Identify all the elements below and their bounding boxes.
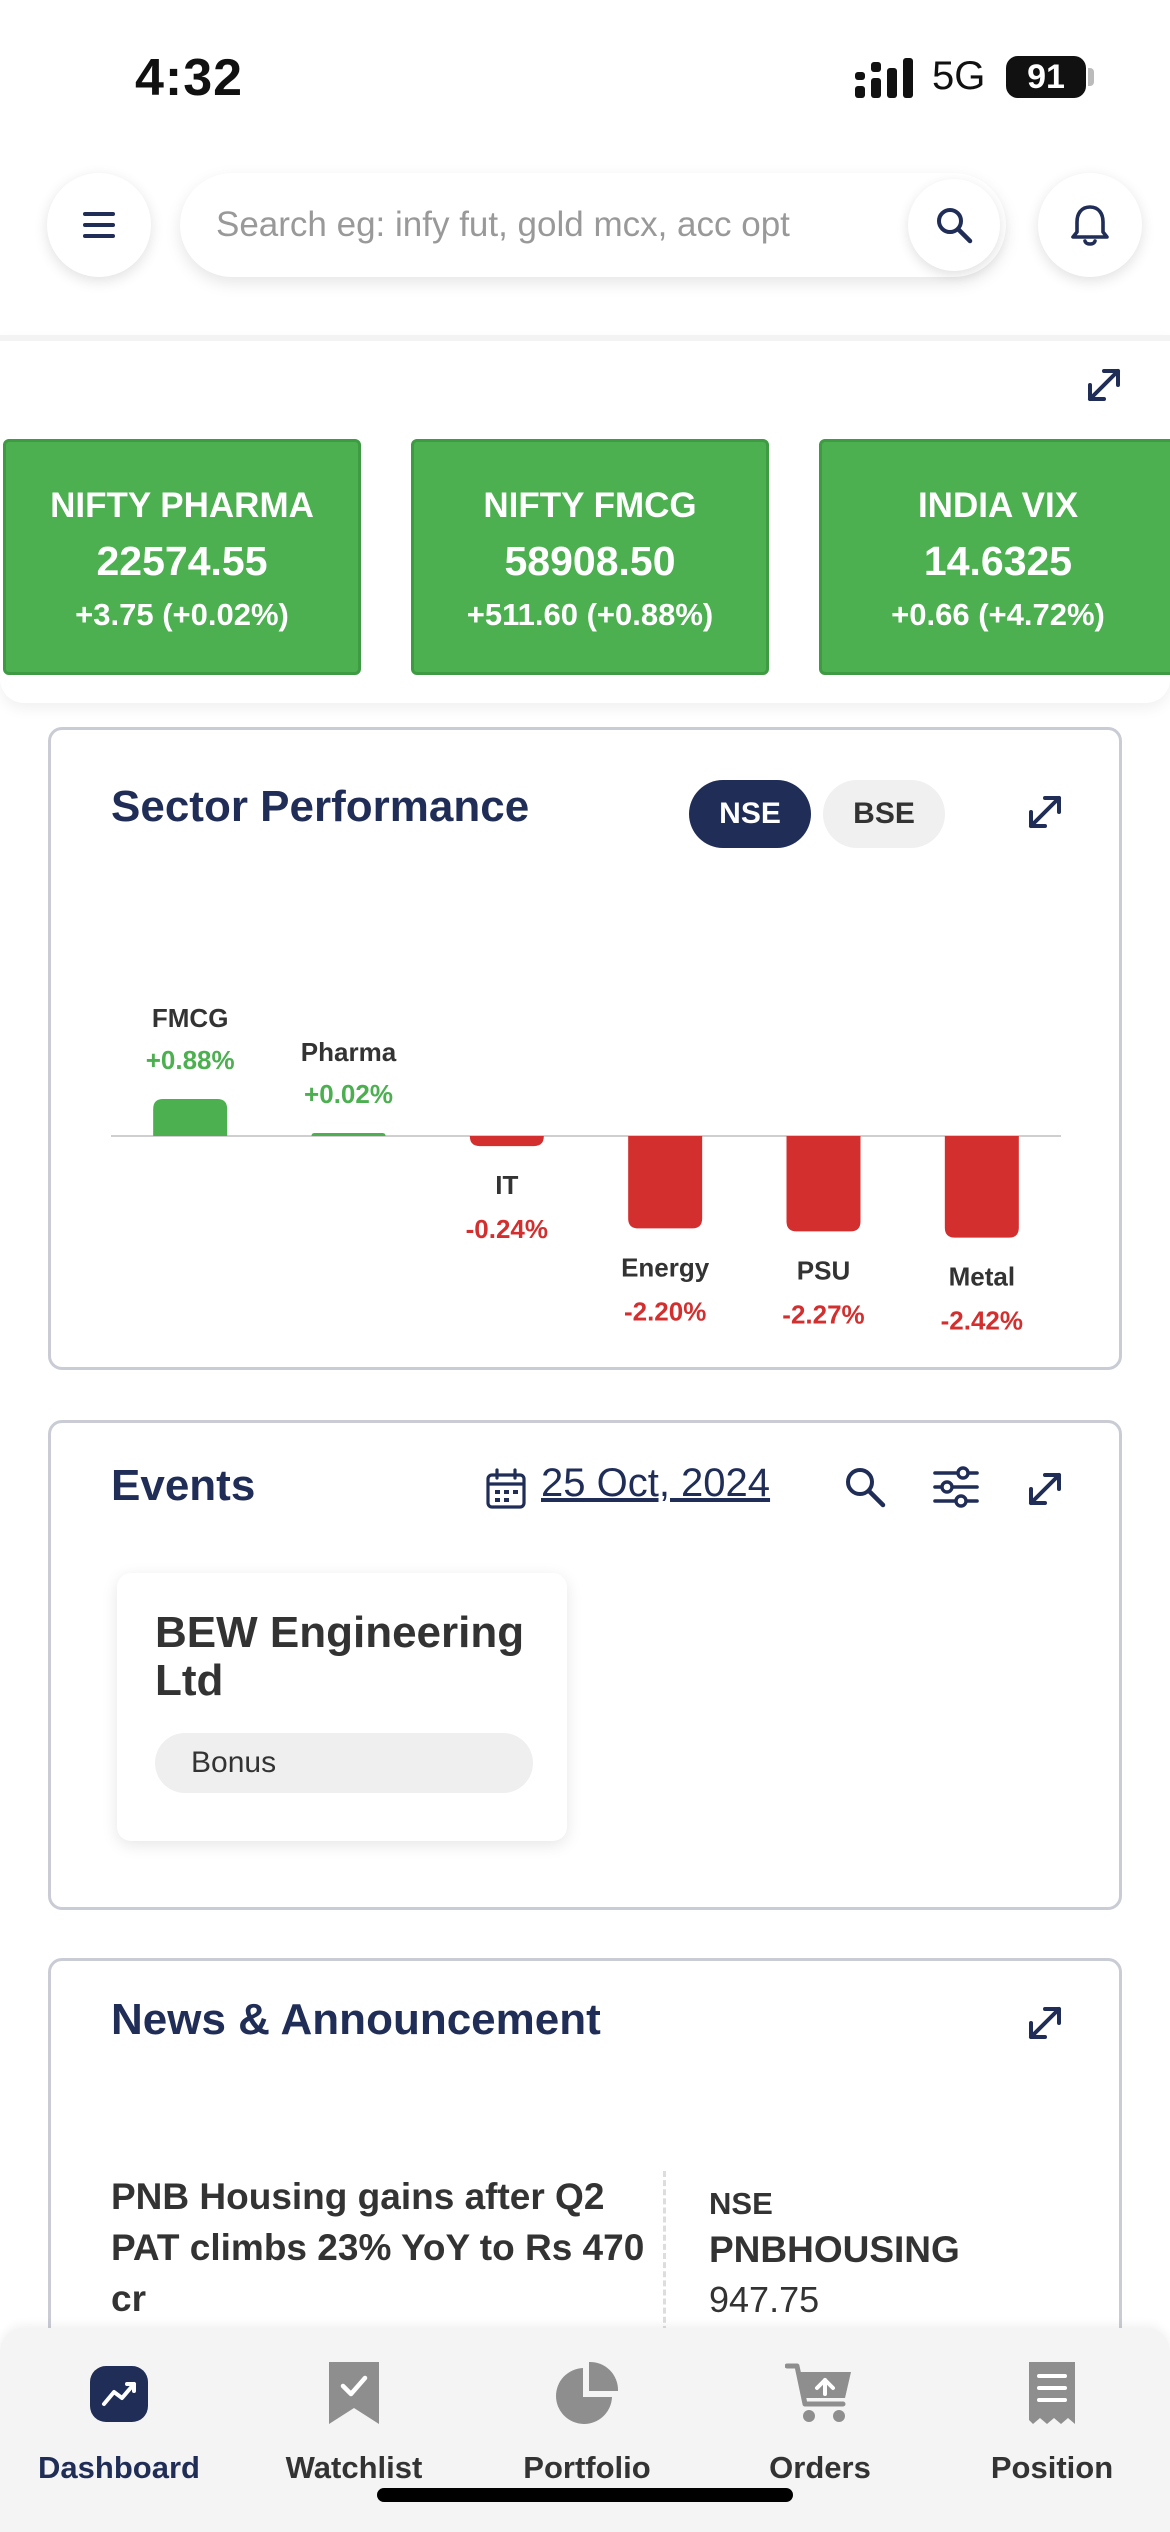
event-company: BEW Engineering Ltd (155, 1608, 525, 1705)
index-name: NIFTY PHARMA (50, 486, 314, 525)
nav-portfolio[interactable]: Portfolio (472, 2358, 702, 2486)
news-price: 947.75 (709, 2279, 820, 2320)
home-indicator (377, 2488, 793, 2502)
news-exchange: NSE (709, 2186, 773, 2221)
search-bar (180, 173, 1006, 277)
category-label: Energy (621, 1252, 710, 1282)
search-button[interactable] (908, 179, 1000, 271)
nav-label: Orders (769, 2450, 871, 2485)
bar-fmcg (153, 1099, 228, 1136)
category-label: IT (495, 1170, 518, 1200)
expand-icon[interactable] (1080, 361, 1128, 409)
index-value: 58908.50 (504, 538, 676, 584)
value-label: +0.88% (146, 1045, 235, 1075)
value-label: -0.24% (466, 1214, 548, 1244)
hamburger-icon (83, 212, 115, 238)
receipt-icon (1029, 2362, 1075, 2424)
exchange-toggle-bse[interactable]: BSE (823, 780, 945, 848)
expand-icon[interactable] (1021, 1465, 1069, 1513)
index-tile-nifty-pharma[interactable]: NIFTY PHARMA 22574.55 +3.75 (+0.02%) (3, 439, 361, 675)
index-change: +511.60 (+0.88%) (466, 597, 714, 632)
category-label: PSU (797, 1255, 850, 1285)
battery-level: 91 (1027, 57, 1065, 96)
sector-performance-title: Sector Performance (111, 782, 530, 831)
bar-psu (786, 1136, 861, 1232)
index-value: 14.6325 (923, 538, 1073, 584)
value-label: -2.42% (941, 1306, 1023, 1336)
notifications-button[interactable] (1038, 173, 1142, 277)
nav-position[interactable]: Position (937, 2358, 1167, 2486)
news-divider (663, 2171, 666, 2341)
index-change: +3.75 (+0.02%) (75, 597, 289, 632)
nav-label: Portfolio (523, 2450, 651, 2485)
news-title: News & Announcement (111, 1995, 601, 2044)
news-headline[interactable]: PNB Housing gains after Q2 PAT climbs 23… (111, 2176, 645, 2319)
battery-icon: 91 (1006, 56, 1086, 98)
value-label: -2.20% (624, 1296, 706, 1326)
bookmark-icon (329, 2362, 379, 2424)
index-strip: NIFTY PHARMA 22574.55 +3.75 (+0.02%) NIF… (0, 335, 1170, 703)
battery-tip (1088, 68, 1094, 86)
event-date-picker[interactable]: 25 Oct, 2024 (541, 1461, 771, 1505)
nav-dashboard[interactable]: Dashboard (4, 2358, 234, 2486)
index-name: NIFTY FMCG (483, 486, 697, 525)
sector-performance-card: Sector Performance NSE BSE FMCG +0.88% Pha… (48, 727, 1122, 1370)
network-type: 5G (932, 54, 986, 98)
index-tile-india-vix[interactable]: INDIA VIX 14.6325 +0.66 (+4.72%) (819, 439, 1170, 675)
signal-icon (855, 58, 913, 98)
exchange-toggle-nse[interactable]: NSE (689, 780, 811, 848)
status-time: 4:32 (135, 49, 244, 107)
expand-icon[interactable] (1021, 788, 1069, 836)
bar-energy (628, 1136, 703, 1229)
category-label: FMCG (152, 1003, 229, 1033)
category-label: Pharma (301, 1037, 397, 1067)
value-label: -2.27% (782, 1299, 864, 1329)
nav-label: Dashboard (38, 2450, 200, 2485)
bar-pharma (311, 1133, 386, 1136)
nav-watchlist[interactable]: Watchlist (239, 2358, 469, 2486)
index-name: INDIA VIX (917, 486, 1079, 525)
index-value: 22574.55 (96, 538, 268, 584)
search-input[interactable] (216, 173, 856, 277)
event-type-badge: Bonus (155, 1733, 533, 1793)
bar-metal (944, 1136, 1019, 1238)
calendar-icon[interactable] (484, 1467, 528, 1511)
nav-orders[interactable]: Orders (705, 2358, 935, 2486)
news-symbol[interactable]: PNBHOUSING (709, 2229, 960, 2270)
events-card: Events 25 Oct, 2024 BEW Engineering Ltd … (48, 1420, 1122, 1910)
cart-icon (785, 2363, 851, 2422)
pie-chart-icon (556, 2361, 619, 2424)
events-title: Events (111, 1461, 256, 1510)
index-tile-nifty-fmcg[interactable]: NIFTY FMCG 58908.50 +511.60 (+0.88%) (411, 439, 769, 675)
search-icon[interactable] (841, 1463, 889, 1511)
nav-label: Position (990, 2450, 1114, 2485)
menu-button[interactable] (47, 173, 151, 277)
expand-icon[interactable] (1021, 1999, 1069, 2047)
category-label: Metal (949, 1262, 1015, 1292)
dashboard-icon (90, 2366, 148, 2422)
index-change: +0.66 (+4.72%) (891, 597, 1105, 632)
search-icon (937, 208, 973, 244)
filter-icon[interactable] (931, 1463, 981, 1511)
status-bar: 4:32 5G 91 (0, 0, 1170, 150)
bar-it (469, 1136, 544, 1147)
sector-bar-chart: FMCG +0.88% Pharma +0.02% IT -0.24% Energy -2.2… (111, 1003, 1061, 1336)
value-label: +0.02% (304, 1079, 393, 1109)
nav-label: Watchlist (285, 2450, 423, 2485)
bell-icon (1071, 205, 1109, 246)
event-item[interactable]: BEW Engineering Ltd Bonus (117, 1573, 567, 1841)
